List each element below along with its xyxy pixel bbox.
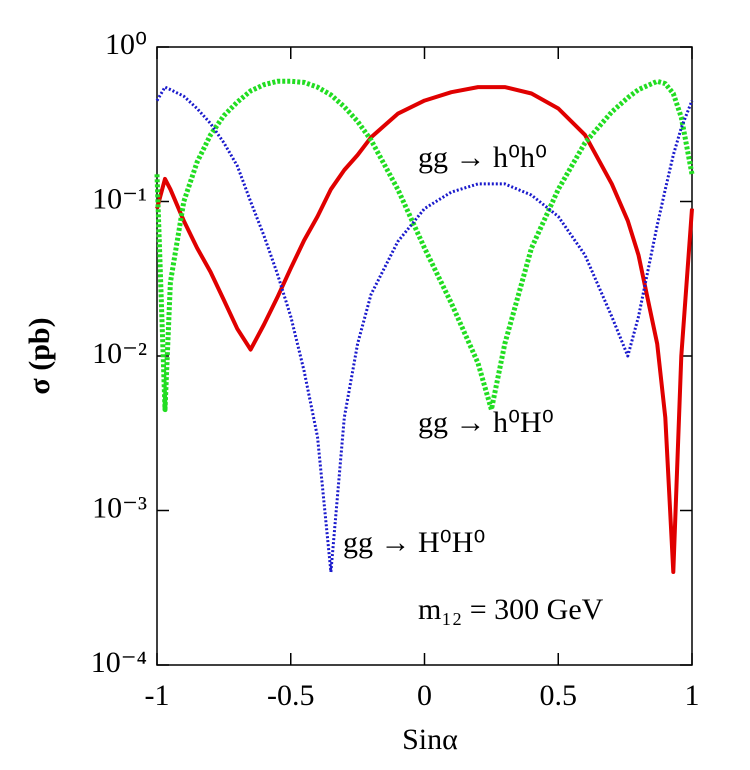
- x-tick-label: 1: [685, 679, 700, 712]
- y-tick-label: 10⁻⁴: [91, 646, 147, 679]
- series-label: gg → H⁰H⁰: [343, 526, 485, 559]
- x-tick-label: -1: [145, 679, 170, 712]
- plot-frame: [156, 46, 693, 666]
- series-label: gg → h⁰h⁰: [418, 141, 547, 174]
- x-tick-label: -0.5: [267, 679, 315, 712]
- y-tick-label: 10⁻²: [92, 337, 147, 370]
- x-axis-label: Sinα: [402, 723, 458, 756]
- y-tick-label: 10⁻¹: [92, 182, 147, 215]
- x-tick-label: 0: [417, 679, 432, 712]
- y-tick-label: 10⁻³: [92, 491, 147, 524]
- series-line: [155, 85, 694, 574]
- y-tick-label: 10⁰: [105, 28, 147, 61]
- series-line: [154, 78, 695, 413]
- annotation: m₁₂ = 300 GeV: [418, 593, 604, 626]
- series-label: gg → h⁰H⁰: [418, 406, 554, 439]
- x-tick-label: 0.5: [540, 679, 578, 712]
- y-axis-label: σ (pb): [23, 317, 56, 394]
